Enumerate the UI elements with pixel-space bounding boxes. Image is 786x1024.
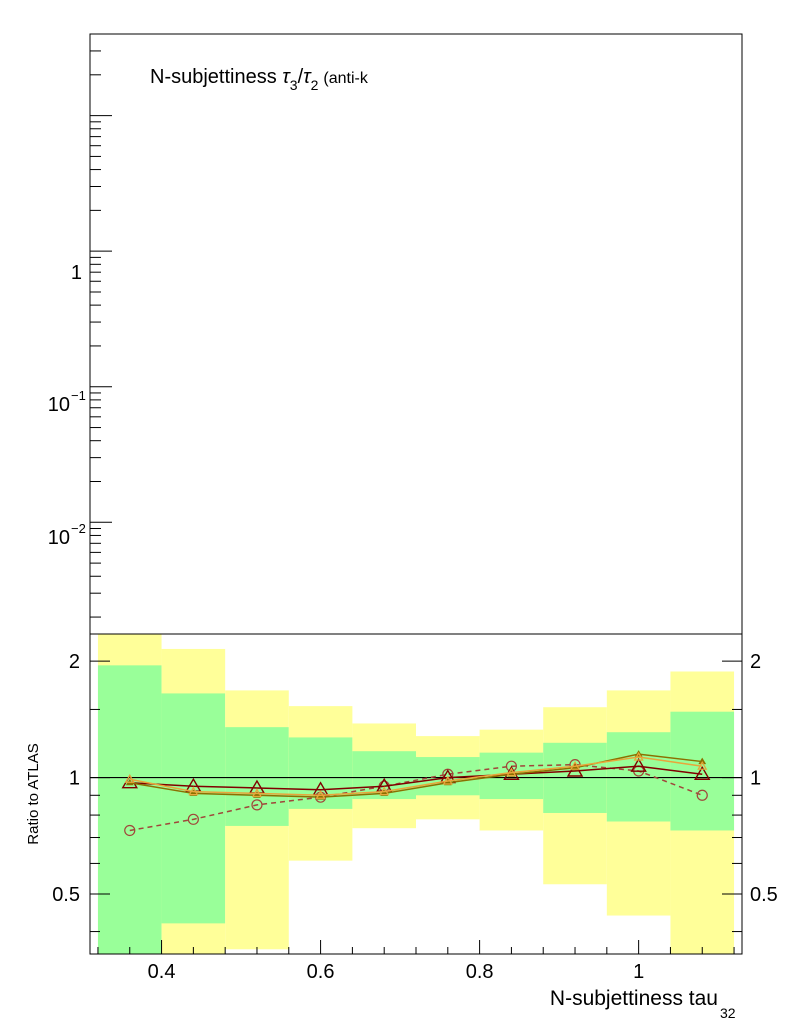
x-axis-label-sub: 32 [720, 1005, 736, 1021]
series-3-marker-6 [506, 767, 517, 777]
green-band-bin-1 [161, 693, 226, 924]
series-3-marker-7 [569, 761, 581, 770]
ratio-y-tick-label-right-2: 2 [750, 651, 761, 673]
ratio-y-tick-label-right-0.5: 0.5 [750, 884, 778, 906]
series-3-marker-5 [442, 775, 453, 785]
series-1-marker-8 [630, 757, 647, 772]
series-3-line [129, 756, 703, 797]
main-y-tick-label-0.01: 10 [48, 527, 70, 549]
ratio-y-tick-label-2: 2 [69, 651, 80, 673]
ratio-y-tick-labels: 0.5 1 2 0.5 1 2 [52, 651, 778, 906]
main-y-tick-labels: 1 10 −1 10 −2 [48, 262, 86, 549]
ratio-series-group [121, 750, 711, 837]
title-suffix: (anti-k [323, 70, 368, 87]
series-0-marker-1 [187, 813, 199, 825]
ratio-y-tick-label-right-1: 1 [750, 768, 761, 790]
series-3-marker-3 [315, 790, 326, 799]
x-tick-label-0.4: 0.4 [148, 961, 176, 983]
x-axis-label-main: N-subjettiness tau [550, 987, 718, 1010]
x-tick-label-1: 1 [633, 961, 644, 983]
x-tick-label-0.6: 0.6 [307, 961, 335, 983]
green-band-bin-0 [97, 665, 162, 954]
green-band-bin-8 [606, 732, 671, 822]
main-title: N-subjettiness τ3/τ2 (anti-k [150, 66, 369, 93]
uncertainty-bands [97, 634, 735, 954]
series-1-marker-9 [694, 765, 711, 780]
main-y-tick-exp-0.1: −1 [71, 388, 86, 403]
series-3-marker-2 [251, 788, 263, 798]
ratio-y-tick-label-0.5: 0.5 [52, 884, 80, 906]
series-3-marker-0 [124, 774, 135, 783]
main-y-tick-label-0.1: 10 [48, 394, 70, 416]
series-0-marker-0 [124, 824, 136, 837]
title-tau-3-sub: 3 [290, 77, 298, 93]
title-slash: / [298, 66, 304, 88]
ratio-y-axis-label: Ratio to ATLAS [25, 743, 42, 844]
series-3-marker-8 [633, 751, 644, 761]
main-y-tick-label-1: 1 [71, 262, 82, 284]
main-y-tick-exp-0.01: −2 [71, 521, 86, 536]
ratio-axis-ticks [90, 660, 742, 954]
series-3-marker-4 [379, 786, 390, 796]
title-prefix: N-subjettiness [150, 66, 282, 88]
series-0-marker-9 [696, 789, 708, 801]
ratio-plot-frame [89, 633, 743, 955]
series-1-line [129, 765, 703, 791]
ratio-x-tick-labels: 0.4 0.6 0.8 1 [148, 961, 645, 983]
title-tau-3: τ [282, 66, 291, 88]
series-0-marker-2 [251, 799, 263, 811]
title-tau-2: τ [303, 66, 312, 88]
title-tau-2-sub: 2 [311, 77, 319, 93]
ratio-y-tick-label-1: 1 [69, 768, 80, 790]
x-axis-label: N-subjettiness tau [550, 987, 718, 1010]
main-panel: N-subjettiness τ3/τ2 (anti-k 1 10 −1 10 −… [48, 33, 743, 635]
series-3-marker-9 [697, 761, 708, 770]
series-2-marker-6 [507, 770, 516, 777]
series-3-marker-1 [188, 786, 199, 796]
x-tick-label-0.8: 0.8 [466, 961, 494, 983]
ratio-panel: 0.5 1 2 0.5 1 2 0.4 0.6 0.8 1 Ratio to A… [25, 633, 778, 1021]
green-band-bin-2 [225, 727, 289, 826]
series-0-line [129, 763, 703, 832]
